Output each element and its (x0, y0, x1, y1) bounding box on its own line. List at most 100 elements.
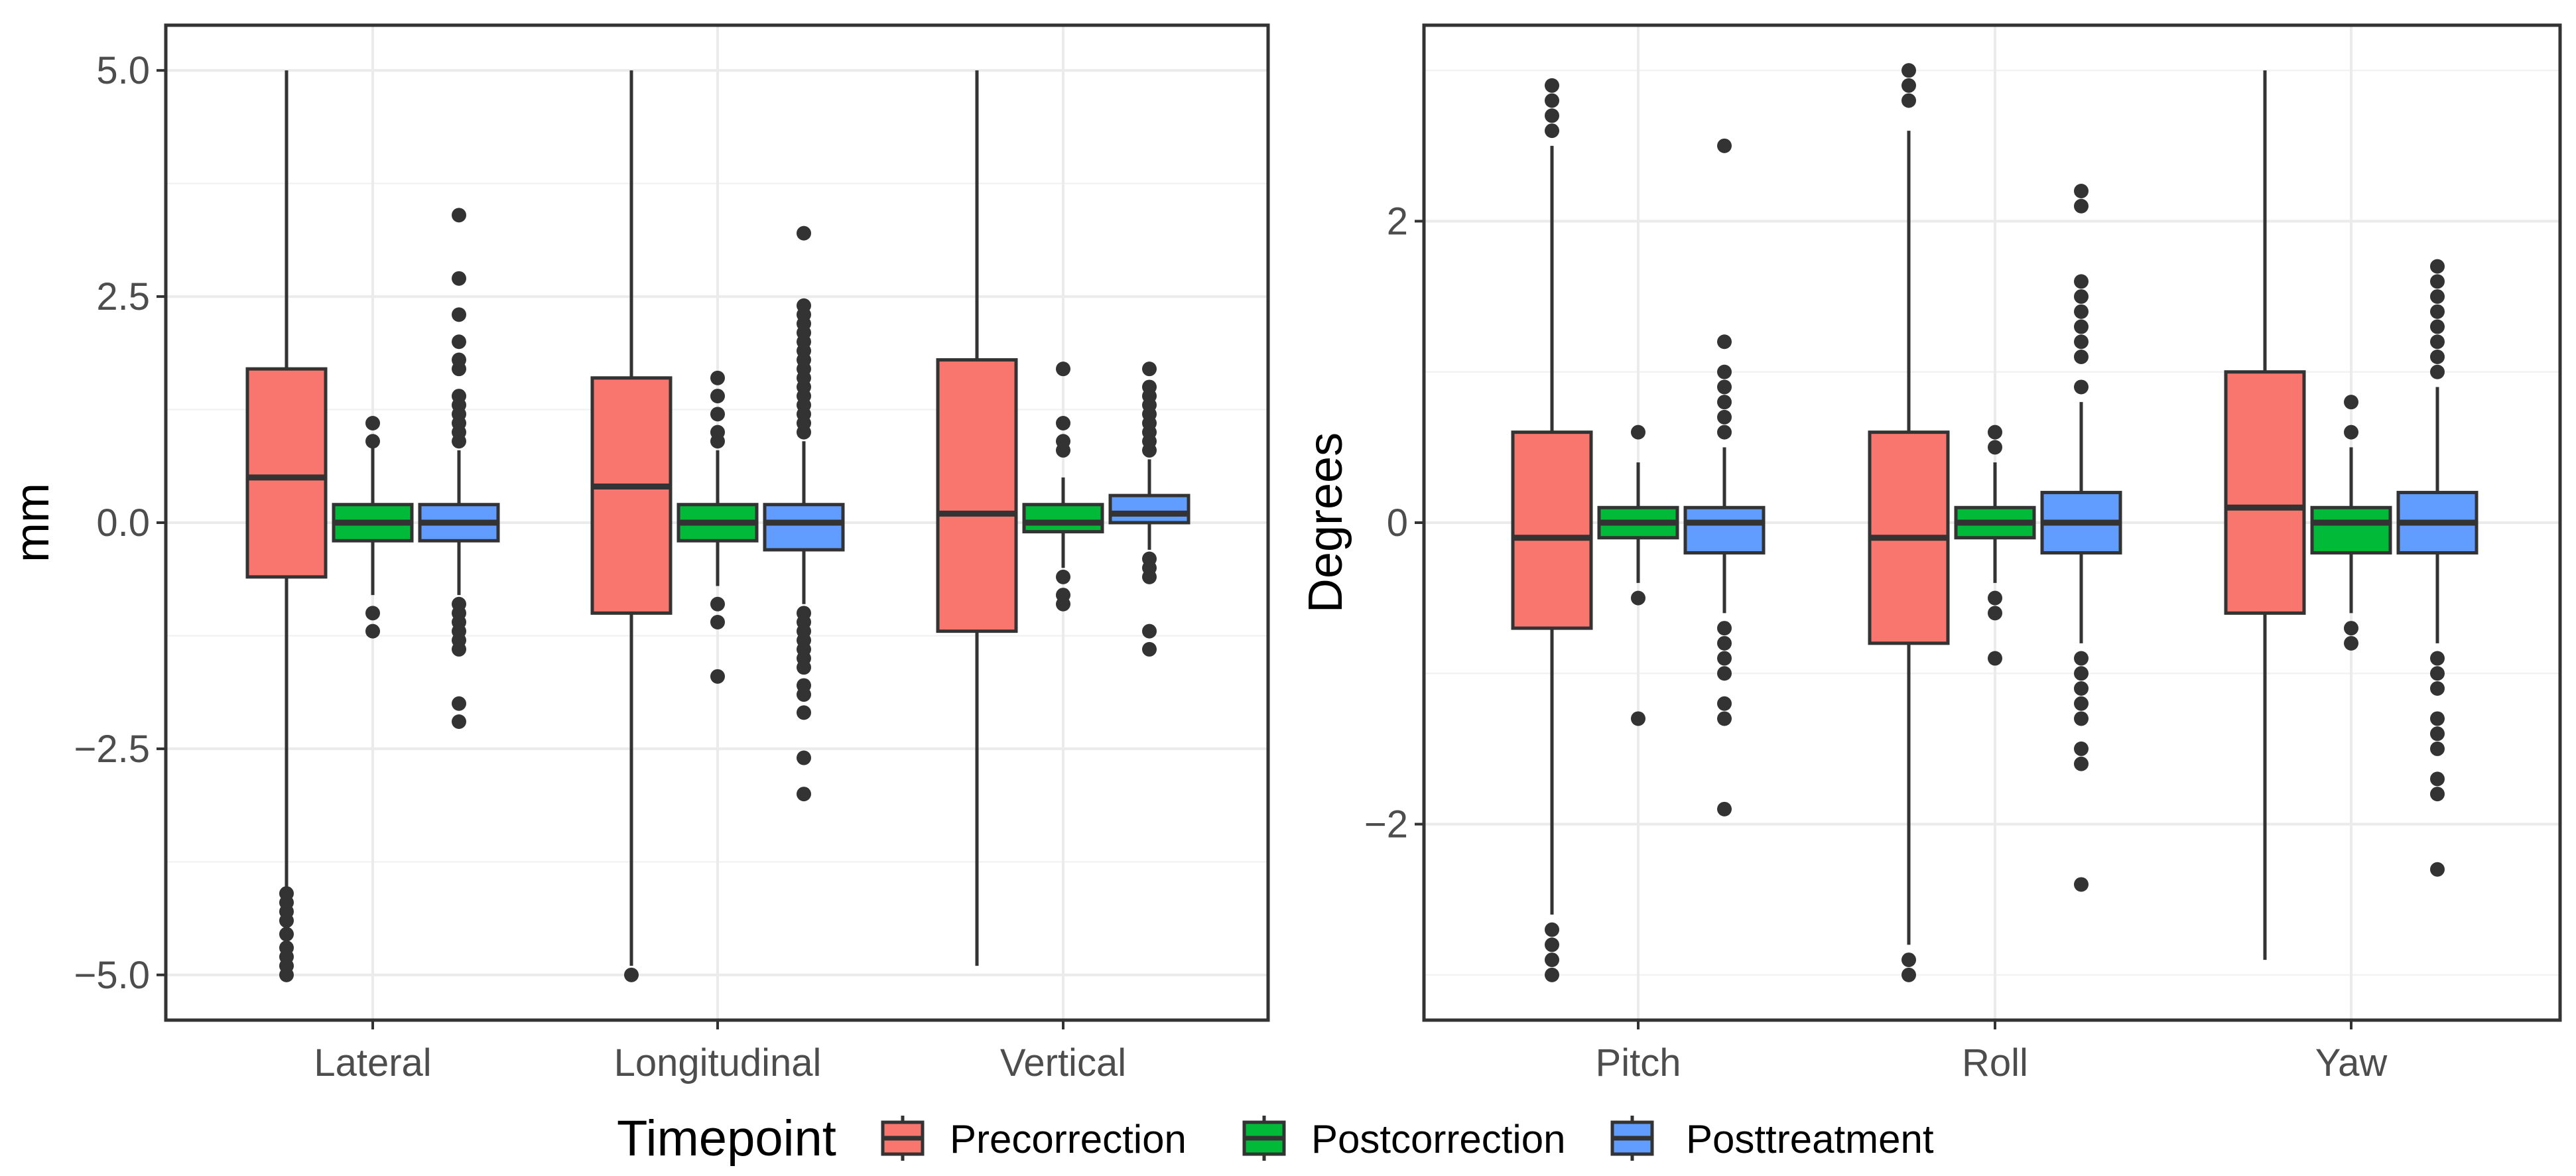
outlier-point (1717, 666, 1732, 681)
legend-item-posttreatment: Posttreatment (1608, 1115, 1934, 1161)
outlier-point (2430, 289, 2445, 304)
panel-right: −2 0 2 Pitch Roll Yaw Degrees (1299, 23, 2562, 1084)
x-tick-label: Pitch (1596, 1041, 1681, 1084)
outlier-point (1545, 937, 1559, 952)
box-precorrection-lateral (245, 70, 328, 982)
outlier-point (797, 750, 811, 765)
outlier-point (452, 389, 466, 404)
outlier-point (2430, 651, 2445, 666)
outlier-point (1901, 93, 1916, 108)
outlier-point (1717, 696, 1732, 711)
outlier-point (2344, 621, 2358, 636)
outlier-point (624, 967, 639, 982)
legend-item-label: Postcorrection (1311, 1117, 1566, 1161)
outlier-point (710, 615, 725, 629)
outlier-point (452, 714, 466, 729)
outlier-point (365, 416, 380, 430)
box-iqr (1022, 503, 1104, 534)
outlier-point (1545, 108, 1559, 123)
outlier-point (1901, 78, 1916, 93)
outlier-point (2074, 711, 2089, 726)
outlier-point (1545, 78, 1559, 93)
outlier-point (2074, 666, 2089, 681)
outlier-point (2074, 304, 2089, 319)
x-tick-label: Longitudinal (614, 1041, 822, 1084)
outlier-point (1142, 569, 1157, 584)
outlier-point (1056, 434, 1070, 449)
box-precorrection-longitudinal (590, 70, 673, 982)
outlier-point (1142, 641, 1157, 657)
outlier-point (1717, 801, 1732, 817)
outlier-point (1717, 621, 1732, 636)
box-postcorrection-pitch (1597, 425, 1679, 726)
outlier-point (1717, 711, 1732, 726)
panel-border (164, 23, 1270, 1022)
outlier-point (1545, 123, 1559, 139)
outlier-point (2430, 862, 2445, 877)
legend-item-precorrection: Precorrection (878, 1115, 1187, 1161)
legend: Timepoint Precorrection Postcorrection Post… (617, 1110, 1934, 1167)
outlier-point (710, 407, 725, 422)
outlier-point (365, 606, 380, 621)
box-iqr (1511, 430, 1593, 630)
outlier-point (2430, 681, 2445, 696)
outlier-point (710, 596, 725, 612)
legend-item-postcorrection: Postcorrection (1240, 1115, 1566, 1161)
outlier-point (2074, 877, 2089, 892)
box-postcorrection-roll (1954, 425, 2036, 666)
outlier-point (710, 389, 725, 404)
outlier-point (1717, 425, 1732, 440)
outlier-point (2074, 350, 2089, 364)
box-iqr (1683, 505, 1766, 555)
outlier-point (2074, 756, 2089, 771)
x-tick-label: Vertical (1000, 1041, 1126, 1084)
outlier-point (2430, 274, 2445, 289)
box-posttreatment-longitudinal (763, 226, 845, 802)
outlier-point (1545, 922, 1559, 937)
outlier-point (1056, 416, 1070, 430)
box-posttreatment-pitch (1683, 138, 1766, 817)
y-tick-label: 0 (1387, 501, 1408, 545)
outlier-point (279, 967, 294, 982)
outlier-point (710, 370, 725, 385)
outlier-point (2074, 319, 2089, 334)
box-postcorrection-yaw (2310, 395, 2392, 651)
outlier-point (2344, 395, 2358, 410)
outlier-point (710, 425, 725, 440)
y-tick-label: 2.5 (96, 275, 150, 318)
box-iqr (245, 367, 328, 579)
outlier-point (1631, 590, 1645, 606)
box-iqr (2310, 505, 2392, 555)
outlier-point (452, 307, 466, 322)
outlier-point (1056, 596, 1070, 612)
outlier-point (1717, 395, 1732, 410)
outlier-point (1056, 569, 1070, 584)
outlier-point (797, 787, 811, 802)
outlier-point (365, 623, 380, 639)
outlier-point (279, 927, 294, 942)
outlier-point (2430, 741, 2445, 756)
outlier-point (2074, 696, 2089, 711)
outlier-point (2074, 198, 2089, 214)
legend-item-label: Precorrection (950, 1117, 1187, 1161)
outlier-point (2430, 711, 2445, 726)
box-posttreatment-roll (2040, 184, 2122, 892)
outlier-point (1717, 364, 1732, 379)
outlier-point (452, 641, 466, 657)
box-postcorrection-longitudinal (676, 370, 759, 684)
outlier-point (1142, 361, 1157, 377)
box-posttreatment-yaw (2396, 259, 2479, 877)
outlier-point (1545, 93, 1559, 108)
outlier-point (2430, 787, 2445, 802)
outlier-point (1988, 425, 2002, 440)
outlier-point (2430, 726, 2445, 742)
outlier-point (2074, 741, 2089, 756)
outlier-point (2430, 259, 2445, 274)
outlier-point (365, 434, 380, 449)
y-tick-label: 0.0 (96, 501, 150, 545)
y-tick-label: 5.0 (96, 49, 150, 92)
outlier-point (1901, 967, 1916, 982)
outlier-point (452, 271, 466, 286)
